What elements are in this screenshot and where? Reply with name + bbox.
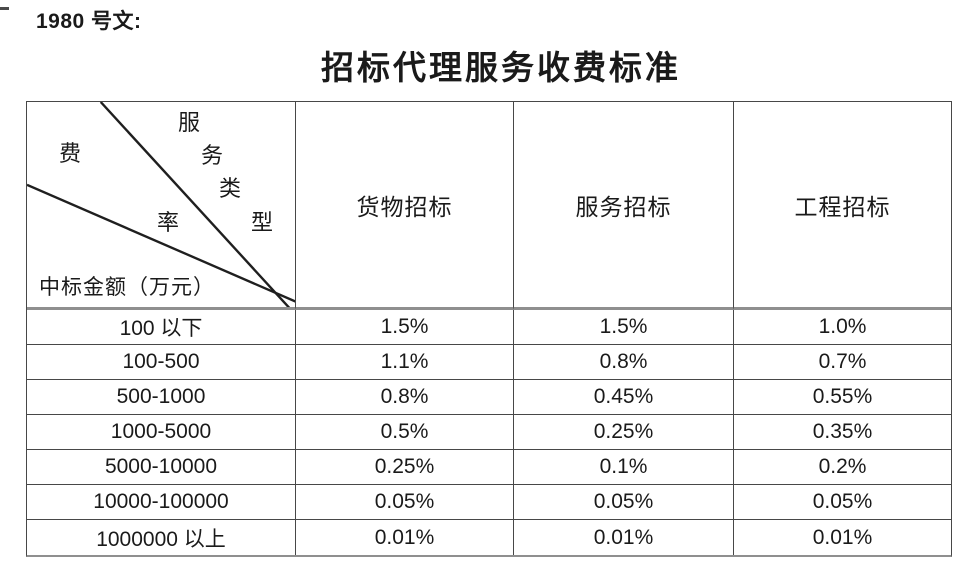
amount-range-cell: 100-500: [27, 345, 296, 380]
column-header-goods: 货物招标: [296, 102, 514, 310]
rate-cell-services: 0.01%: [514, 520, 734, 555]
amount-range-cell: 1000000 以上: [27, 520, 296, 555]
diagonal-corner-cell: 服 务 类 型 费 率 中标金额（万元）: [27, 102, 296, 310]
rate-cell-works: 0.05%: [734, 485, 951, 520]
rate-cell-works: 0.55%: [734, 380, 951, 415]
diagonal-divider-lines: [27, 102, 295, 307]
corner-service-type-char: 型: [250, 210, 273, 235]
amount-range-cell: 5000-10000: [27, 450, 296, 485]
rate-cell-services: 0.1%: [514, 450, 734, 485]
diagonal-line-lower: [27, 183, 295, 303]
rate-cell-goods: 0.05%: [296, 485, 514, 520]
rate-cell-goods: 0.8%: [296, 380, 514, 415]
rate-cell-services: 0.8%: [514, 345, 734, 380]
diagonal-line-upper: [99, 102, 291, 307]
rate-cell-goods: 0.5%: [296, 415, 514, 450]
rate-cell-services: 0.05%: [514, 485, 734, 520]
page-edge-artifact: [0, 7, 9, 10]
corner-fee-rate-char: 率: [156, 210, 179, 235]
column-header-services: 服务招标: [514, 102, 734, 310]
rate-cell-works: 0.01%: [812, 525, 873, 549]
rate-cell-goods: 0.25%: [296, 450, 514, 485]
rate-cell-works: 0.35%: [734, 415, 951, 450]
corner-service-type-char: 服: [177, 110, 200, 135]
rate-cell-works: 1.0%: [734, 310, 951, 345]
corner-service-type-char: 务: [200, 143, 223, 168]
amount-range-cell: 100 以下: [27, 310, 296, 345]
page-title: 招标代理服务收费标准: [321, 51, 681, 87]
rate-cell-works: 0.2%: [734, 450, 951, 485]
column-header-works: 工程招标: [734, 102, 951, 310]
corner-fee-rate-char: 费: [58, 141, 81, 166]
rate-cell-services: 0.25%: [514, 415, 734, 450]
amount-range-cell: 10000-100000: [27, 485, 296, 520]
corner-service-type-char: 类: [218, 176, 241, 201]
rate-cell-goods: 0.01%: [296, 520, 514, 555]
fee-standard-table: 服 务 类 型 费 率 中标金额（万元） 货物招标 服务招标 工程招标 100 …: [26, 101, 952, 557]
rate-cell-goods: 1.1%: [296, 345, 514, 380]
rate-cell-services: 0.45%: [514, 380, 734, 415]
rate-cell-works: 0.7%: [734, 345, 951, 380]
rate-cell-goods: 1.5%: [296, 310, 514, 345]
amount-range-cell: 1000-5000: [27, 415, 296, 450]
corner-amount-axis-label: 中标金额（万元）: [39, 275, 215, 299]
document-number-label: 1980 号文:: [36, 10, 142, 33]
amount-range-cell: 500-1000: [27, 380, 296, 415]
rate-cell-services: 1.5%: [514, 310, 734, 345]
